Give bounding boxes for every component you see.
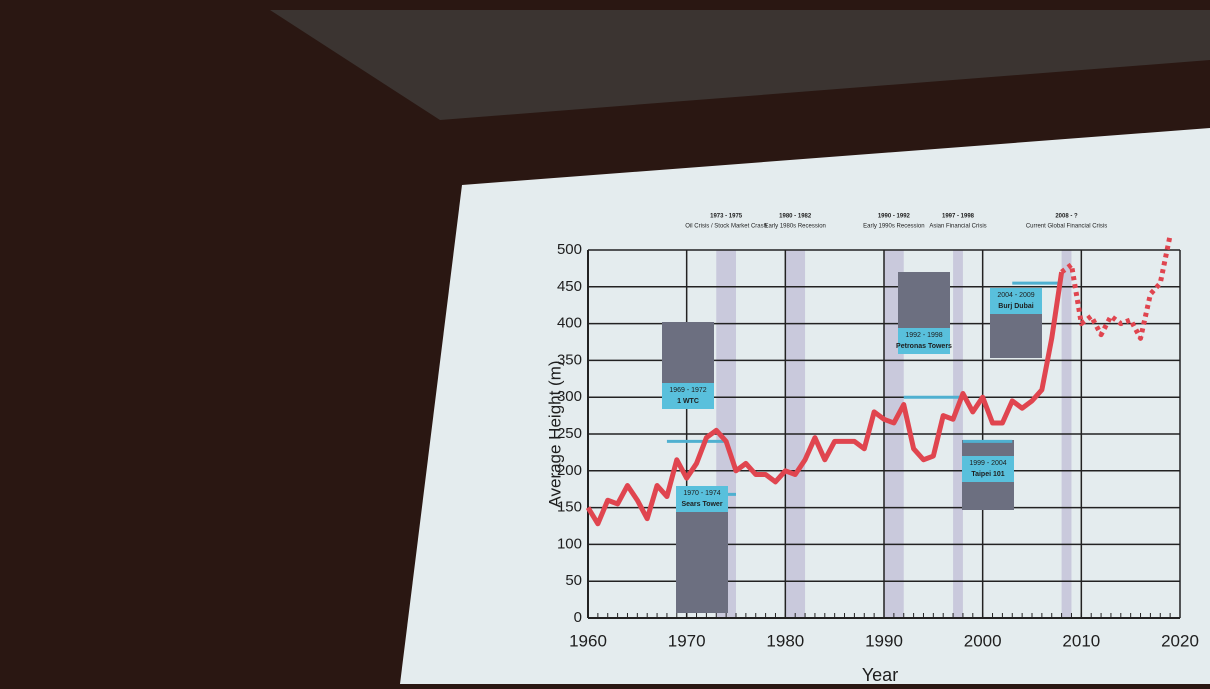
callout-years: 1999 - 2004 bbox=[969, 460, 1006, 467]
callout-years: 1969 - 1972 bbox=[669, 387, 706, 394]
y-tick-label: 450 bbox=[557, 278, 582, 295]
x-tick-label: 1990 bbox=[865, 631, 903, 650]
callout-box bbox=[898, 328, 950, 354]
x-tick-label: 2010 bbox=[1062, 631, 1100, 650]
callout-years: 1992 - 1998 bbox=[905, 332, 942, 339]
band-desc: Early 1990s Recession bbox=[863, 224, 924, 230]
callout-years: 1970 - 1974 bbox=[683, 490, 720, 497]
callout-name: 1 WTC bbox=[677, 398, 699, 405]
callout-name: Burj Dubai bbox=[998, 303, 1033, 310]
callout-name: Petronas Towers bbox=[896, 343, 952, 350]
callout-box bbox=[662, 383, 714, 409]
x-tick-label: 1970 bbox=[668, 631, 706, 650]
x-tick-label: 1960 bbox=[569, 631, 607, 650]
ceiling bbox=[270, 10, 1210, 120]
callout-box bbox=[990, 288, 1042, 314]
y-tick-label: 50 bbox=[565, 572, 582, 589]
series-line bbox=[585, 271, 1065, 527]
band-label: 1980 - 1982 bbox=[779, 214, 812, 220]
building-photo bbox=[662, 322, 714, 392]
band-label: 1990 - 1992 bbox=[878, 214, 911, 220]
callout-name: Sears Tower bbox=[681, 501, 722, 508]
x-tick-label: 1980 bbox=[766, 631, 804, 650]
callout-name: Taipei 101 bbox=[971, 471, 1004, 478]
x-axis-label: Year bbox=[862, 665, 898, 684]
y-axis-label: Average Height (m) bbox=[545, 360, 564, 507]
y-tick-label: 400 bbox=[557, 315, 582, 332]
y-tick-label: 500 bbox=[557, 241, 582, 258]
y-tick-label: 100 bbox=[557, 535, 582, 552]
band-label: 1973 - 1975 bbox=[710, 214, 743, 220]
x-tick-label: 2020 bbox=[1161, 631, 1199, 650]
x-tick-label: 2000 bbox=[964, 631, 1002, 650]
band-label: 2008 - ? bbox=[1055, 214, 1078, 220]
series-line bbox=[1060, 234, 1173, 341]
y-tick-label: 0 bbox=[574, 609, 582, 626]
band-desc: Oil Crisis / Stock Market Crash bbox=[685, 224, 767, 230]
band-desc: Asian Financial Crisis bbox=[929, 224, 986, 230]
callout-years: 2004 - 2009 bbox=[997, 292, 1034, 299]
y-tick-label: 150 bbox=[557, 499, 582, 516]
y-tick-label: 300 bbox=[557, 388, 582, 405]
y-tick-label: 250 bbox=[557, 425, 582, 442]
y-tick-label: 200 bbox=[557, 462, 582, 479]
band-desc: Current Global Financial Crisis bbox=[1026, 224, 1107, 230]
band-label: 1997 - 1998 bbox=[942, 214, 975, 220]
callout-box bbox=[962, 456, 1014, 482]
callout-box bbox=[676, 486, 728, 512]
y-tick-label: 350 bbox=[557, 351, 582, 368]
band-desc: Early 1980s Recession bbox=[765, 224, 826, 230]
